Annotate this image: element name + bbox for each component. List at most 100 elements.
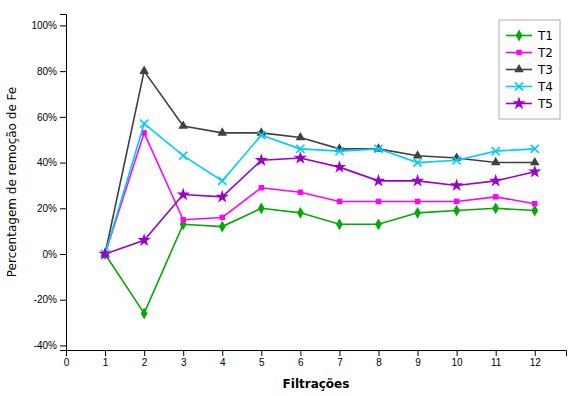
x-tick-label: 7 (337, 357, 343, 368)
x-tick-label: 0 (64, 357, 70, 368)
point (220, 215, 225, 220)
y-tick-label: 20% (37, 203, 57, 214)
y-tick: -40% (34, 340, 66, 351)
legend-marker (512, 97, 525, 110)
y-tick-mark (60, 25, 66, 26)
point (413, 158, 421, 166)
x-tick-mark (418, 350, 419, 356)
x-tick: 5 (259, 350, 265, 368)
point (218, 177, 226, 185)
point (337, 199, 342, 204)
legend-box (499, 20, 560, 119)
series-line (105, 158, 535, 254)
point (257, 131, 265, 139)
y-tick-mark (60, 163, 66, 164)
point (414, 207, 421, 219)
y-tick-label: 60% (37, 112, 57, 123)
y-tick-label: 80% (37, 66, 57, 77)
point (372, 174, 385, 187)
point (179, 152, 187, 160)
series (98, 151, 541, 260)
point (530, 157, 540, 165)
legend-item: T3 (506, 63, 553, 77)
y-tick-mark (60, 254, 66, 255)
legend-label: T2 (537, 46, 553, 60)
y-tick-label: -20% (34, 294, 57, 305)
legend: T1 T2 T3 T4 T5 (499, 20, 560, 119)
series (100, 66, 539, 257)
x-tick: 2 (142, 350, 148, 368)
point (333, 160, 346, 173)
legend-item: T2 (506, 46, 553, 60)
point (335, 147, 343, 155)
point (298, 190, 303, 195)
point (137, 233, 150, 246)
legend-label: T1 (537, 29, 553, 43)
point (375, 218, 382, 230)
x-tick-label: 10 (452, 357, 464, 368)
point (255, 153, 268, 166)
y-tick: -20% (34, 294, 66, 305)
point (411, 174, 424, 187)
x-tick: 8 (376, 350, 382, 368)
x-tick-label: 1 (103, 357, 109, 368)
x-tick-mark (457, 350, 458, 356)
point (217, 127, 227, 135)
point (413, 150, 423, 158)
point (140, 120, 148, 128)
point (492, 202, 499, 214)
point (450, 178, 463, 191)
point (336, 218, 343, 230)
y-axis-title: Percentagem de remoção de Fe (5, 87, 19, 277)
y-tick-label: 0% (43, 249, 58, 260)
point (216, 190, 229, 203)
y-tick-mark (60, 300, 66, 301)
point (489, 174, 502, 187)
point (258, 202, 265, 214)
series (102, 202, 538, 319)
point (453, 156, 461, 164)
point (531, 145, 539, 153)
chart: 0123456789101112-40%-20%0%20%40%60%80%10… (0, 0, 584, 396)
series-line (105, 124, 535, 254)
x-tick-label: 5 (259, 357, 265, 368)
plot: 0123456789101112-40%-20%0%20%40%60%80%10… (31, 15, 566, 369)
point (415, 199, 420, 204)
x-axis-line (67, 351, 567, 357)
y-tick-label: 40% (37, 157, 57, 168)
point (374, 145, 382, 153)
x-tick-label: 4 (220, 357, 226, 368)
x-tick-mark (105, 350, 106, 356)
x-tick: 3 (181, 350, 187, 368)
legend-item: T4 (506, 80, 553, 94)
y-tick: 80% (37, 66, 66, 77)
point (528, 165, 541, 178)
x-tick-mark (496, 350, 497, 356)
x-tick-label: 8 (376, 357, 382, 368)
x-tick-mark (535, 350, 536, 356)
x-axis-title: Filtrações (283, 377, 350, 391)
marks (98, 66, 541, 320)
series-line (105, 133, 535, 254)
y-tick-mark (60, 71, 66, 72)
legend-label: T3 (537, 63, 553, 77)
series (101, 120, 539, 258)
x-tick-label: 12 (530, 357, 542, 368)
point (178, 120, 188, 128)
legend-label: T5 (537, 97, 553, 111)
point (139, 66, 149, 74)
series (102, 130, 537, 257)
x-tick-label: 9 (415, 357, 421, 368)
y-tick: 20% (37, 203, 66, 214)
point (219, 221, 226, 233)
x-tick: 4 (220, 350, 226, 368)
x-tick-mark (261, 350, 262, 356)
point (177, 188, 190, 201)
x-tick-mark (183, 350, 184, 356)
y-tick-label: -40% (34, 340, 57, 351)
point (453, 205, 460, 217)
legend-marker (516, 30, 523, 42)
point (294, 151, 307, 164)
x-axis: 0123456789101112 (64, 350, 567, 368)
x-tick: 7 (337, 350, 343, 368)
